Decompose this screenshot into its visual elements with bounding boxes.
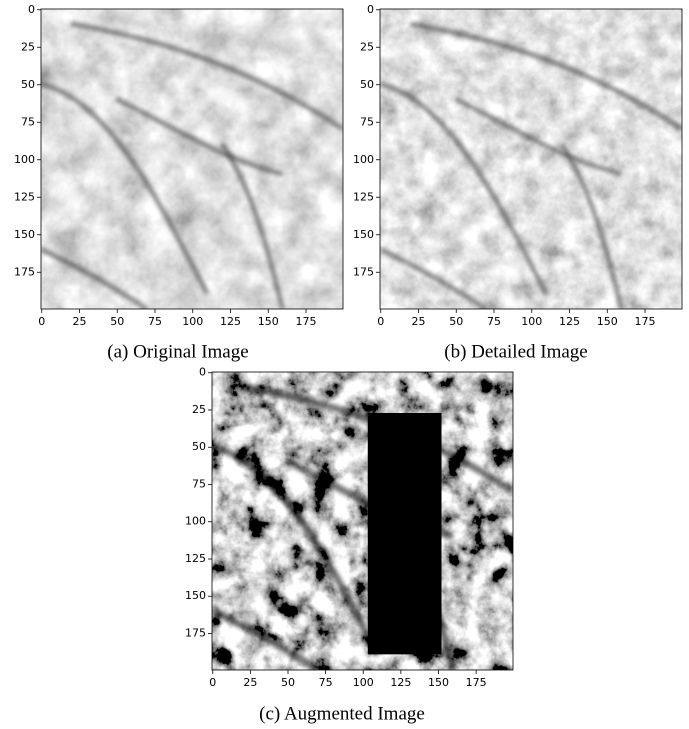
x-tick-label: 25 — [412, 315, 426, 328]
x-tick-label: 75 — [487, 315, 501, 328]
y-tick-label: 50 — [21, 78, 35, 91]
y-tick-label: 100 — [353, 153, 374, 166]
x-tick-label: 100 — [182, 315, 203, 328]
x-tick-label: 175 — [296, 315, 317, 328]
caption: (a) Original Image — [107, 341, 248, 362]
y-tick-label: 25 — [360, 40, 374, 53]
x-tick-label: 100 — [521, 315, 542, 328]
x-tick-label: 125 — [559, 315, 580, 328]
caption: (b) Detailed Image — [444, 341, 587, 362]
y-tick-label: 125 — [353, 190, 374, 203]
x-tick-label: 125 — [390, 676, 411, 689]
y-tick-label: 0 — [367, 3, 374, 16]
y-tick-label: 75 — [360, 115, 374, 128]
x-tick-label: 100 — [353, 676, 374, 689]
x-tick-label: 150 — [597, 315, 618, 328]
y-tick-label: 0 — [28, 3, 35, 16]
panel: 0 25 50 75 100 125 150 175 0 25 50 75 100 125 150 175 (c… — [185, 366, 513, 725]
x-tick-label: 175 — [466, 676, 487, 689]
y-tick-label: 150 — [14, 228, 35, 241]
y-tick-label: 75 — [21, 115, 35, 128]
x-tick-label: 50 — [110, 315, 124, 328]
y-tick-label: 175 — [353, 265, 374, 278]
cutout — [368, 413, 442, 654]
x-tick-label: 0 — [377, 315, 384, 328]
y-tick-label: 125 — [14, 190, 35, 203]
figure: 0 25 50 75 100 125 150 175 0 25 50 75 100 125 150 175 (a… — [0, 0, 689, 729]
y-tick-label: 25 — [21, 40, 35, 53]
y-tick-label: 175 — [14, 265, 35, 278]
y-tick-label: 50 — [360, 78, 374, 91]
x-tick-label: 150 — [258, 315, 279, 328]
y-tick-label: 25 — [192, 403, 206, 416]
x-tick-label: 25 — [73, 315, 87, 328]
y-tick-label: 150 — [185, 589, 206, 602]
image — [41, 9, 343, 309]
y-tick-label: 175 — [185, 626, 206, 639]
x-tick-label: 75 — [148, 315, 162, 328]
y-tick-label: 75 — [192, 477, 206, 490]
x-tick-label: 50 — [281, 676, 295, 689]
x-tick-label: 0 — [38, 315, 45, 328]
image — [380, 9, 682, 309]
x-tick-label: 25 — [243, 676, 257, 689]
panel: 0 25 50 75 100 125 150 175 0 25 50 75 100 125 150 175 (a… — [14, 3, 343, 363]
panel: 0 25 50 75 100 125 150 175 0 25 50 75 100 125 150 175 (b… — [353, 3, 682, 363]
x-tick-label: 175 — [635, 315, 656, 328]
caption: (c) Augmented Image — [259, 703, 425, 724]
x-tick-label: 75 — [319, 676, 333, 689]
y-tick-label: 150 — [353, 228, 374, 241]
y-tick-label: 100 — [14, 153, 35, 166]
image — [212, 372, 513, 670]
y-tick-label: 0 — [199, 366, 206, 379]
y-tick-label: 100 — [185, 515, 206, 528]
x-tick-label: 150 — [428, 676, 449, 689]
x-tick-label: 0 — [209, 676, 216, 689]
y-tick-label: 50 — [192, 440, 206, 453]
x-tick-label: 125 — [220, 315, 241, 328]
panels: 0 25 50 75 100 125 150 175 0 25 50 75 100 125 150 175 (a… — [14, 3, 682, 725]
x-tick-label: 50 — [449, 315, 463, 328]
y-tick-label: 125 — [185, 552, 206, 565]
